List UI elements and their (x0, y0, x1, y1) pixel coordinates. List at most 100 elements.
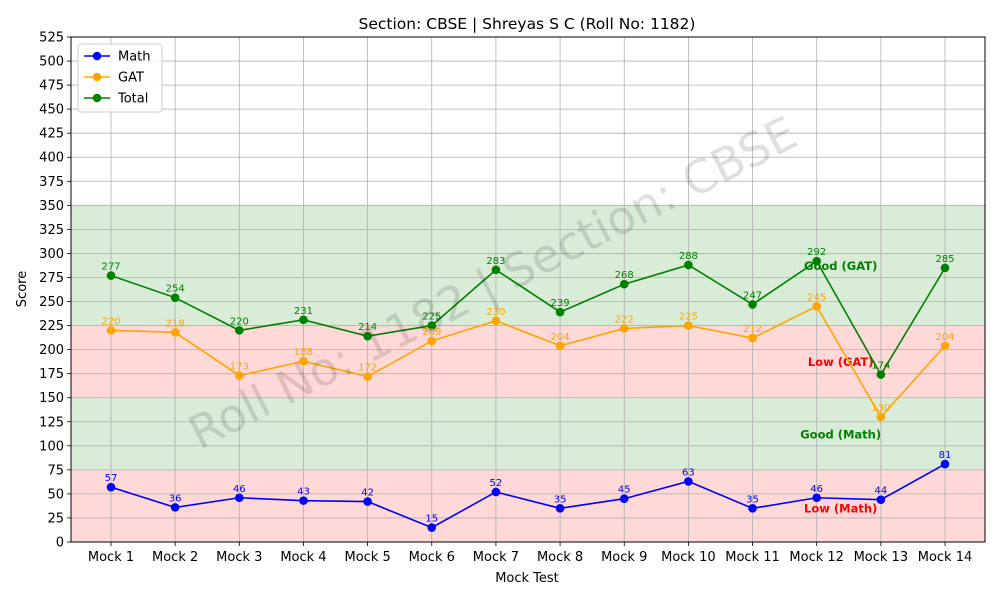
band-3 (71, 205, 985, 326)
data-point-math (170, 503, 180, 512)
data-point-math (555, 504, 565, 513)
data-label-math: 35 (746, 494, 759, 505)
data-point-gat (235, 371, 244, 380)
data-label-total: 214 (358, 322, 377, 333)
data-point-total (427, 321, 437, 330)
data-label-math: 63 (682, 467, 695, 478)
data-label-gat: 218 (166, 318, 185, 329)
legend-marker (92, 72, 102, 82)
data-label-math: 46 (810, 484, 823, 495)
data-label-gat: 212 (743, 324, 762, 335)
x-tick-label: Mock 11 (725, 550, 780, 565)
data-label-total: 277 (101, 262, 120, 273)
score-bands (71, 205, 985, 542)
y-tick-label: 275 (39, 271, 64, 286)
x-tick-label: Mock 10 (661, 550, 716, 565)
y-axis-ticks: 0 25 50 75 100 125 150 175 200 225 250 275 300 325 350… (39, 31, 71, 551)
legend-label: Math (118, 50, 151, 65)
y-tick-label: 225 (39, 319, 64, 334)
data-label-math: 42 (361, 488, 374, 499)
data-label-total: 225 (422, 312, 441, 323)
data-point-total (235, 326, 244, 335)
y-tick-label: 200 (39, 343, 64, 358)
data-point-math (876, 495, 886, 504)
data-point-total (299, 315, 308, 325)
x-tick-label: Mock 4 (280, 550, 326, 565)
data-label-math: 35 (554, 494, 567, 505)
y-tick-label: 175 (39, 367, 64, 382)
y-tick-label: 525 (39, 31, 64, 46)
y-tick-label: 475 (39, 79, 64, 94)
data-label-gat: 204 (551, 332, 570, 343)
data-point-gat (427, 336, 437, 346)
x-tick-label: Mock 8 (537, 550, 583, 565)
x-tick-label: Mock 14 (918, 550, 973, 565)
data-labels: 57 36 46 43 42 15 52 35 45 63 35 46 44 81 220 218 173 188… (101, 247, 954, 524)
x-axis-label: Mock Test (495, 571, 559, 586)
series-lines (106, 256, 950, 532)
y-tick-label: 400 (39, 151, 64, 166)
data-point-total (555, 307, 565, 317)
data-point-total (748, 300, 757, 309)
data-label-gat: 225 (679, 312, 698, 323)
x-tick-label: Mock 13 (854, 550, 909, 565)
data-label-total: 239 (551, 298, 570, 309)
data-point-gat (619, 324, 629, 333)
y-axis-label: Score (15, 271, 30, 307)
data-point-total (812, 256, 821, 266)
plot-frame (70, 36, 986, 543)
data-label-gat: 173 (230, 362, 249, 373)
x-tick-label: Mock 1 (88, 550, 134, 565)
data-label-total: 254 (166, 284, 185, 295)
data-label-gat: 188 (294, 347, 313, 358)
data-label-gat: 230 (486, 307, 505, 318)
y-tick-label: 450 (39, 103, 64, 118)
x-tick-label: Mock 12 (789, 550, 844, 565)
data-label-math: 52 (490, 478, 503, 489)
data-point-gat (491, 316, 501, 326)
y-tick-label: 250 (39, 295, 64, 310)
data-point-math (299, 496, 308, 505)
data-label-math: 43 (297, 487, 310, 498)
band-label: Good (Math) (800, 427, 881, 441)
data-point-gat (684, 321, 693, 330)
data-label-total: 283 (486, 256, 505, 267)
data-point-math (106, 482, 116, 492)
y-tick-label: 375 (39, 175, 64, 190)
data-label-math: 45 (618, 485, 631, 496)
data-label-gat: 220 (101, 316, 120, 327)
data-point-total (684, 260, 693, 270)
data-point-total (170, 293, 180, 302)
data-label-total: 288 (679, 251, 698, 262)
x-tick-label: Mock 5 (344, 550, 390, 565)
data-label-math: 15 (425, 514, 438, 525)
data-point-total (876, 370, 886, 379)
data-label-math: 81 (939, 450, 952, 461)
data-label-gat: 222 (615, 314, 634, 325)
series-line-total (110, 259, 946, 377)
data-point-math (491, 487, 501, 497)
data-label-gat: 172 (358, 363, 377, 374)
data-point-gat (748, 333, 757, 343)
data-point-math (812, 493, 821, 503)
y-tick-label: 125 (39, 415, 64, 430)
x-tick-label: Mock 7 (473, 550, 519, 565)
y-tick-label: 25 (47, 511, 64, 526)
data-point-gat (106, 326, 116, 335)
data-point-gat (299, 356, 308, 366)
y-tick-label: 350 (39, 199, 64, 214)
data-point-gat (940, 341, 950, 351)
data-label-math: 36 (169, 493, 182, 504)
data-point-gat (555, 341, 565, 351)
data-point-math (427, 523, 437, 532)
x-tick-label: Mock 3 (216, 550, 262, 565)
x-axis-ticks: Mock 1 Mock 2 Mock 3 Mock 4 Mock 5 Mock 6 Mock… (88, 542, 972, 565)
band-label: Good (GAT) (804, 259, 877, 273)
legend: Math GAT Total (77, 43, 163, 113)
data-label-math: 46 (233, 484, 246, 495)
data-point-total (619, 279, 629, 289)
x-tick-label: Mock 9 (601, 550, 647, 565)
legend-marker (92, 93, 102, 103)
data-label-gat: 130 (871, 403, 890, 414)
band-labels: Low (Math) Good (Math) Low (GAT) Good (GAT) (800, 259, 881, 515)
